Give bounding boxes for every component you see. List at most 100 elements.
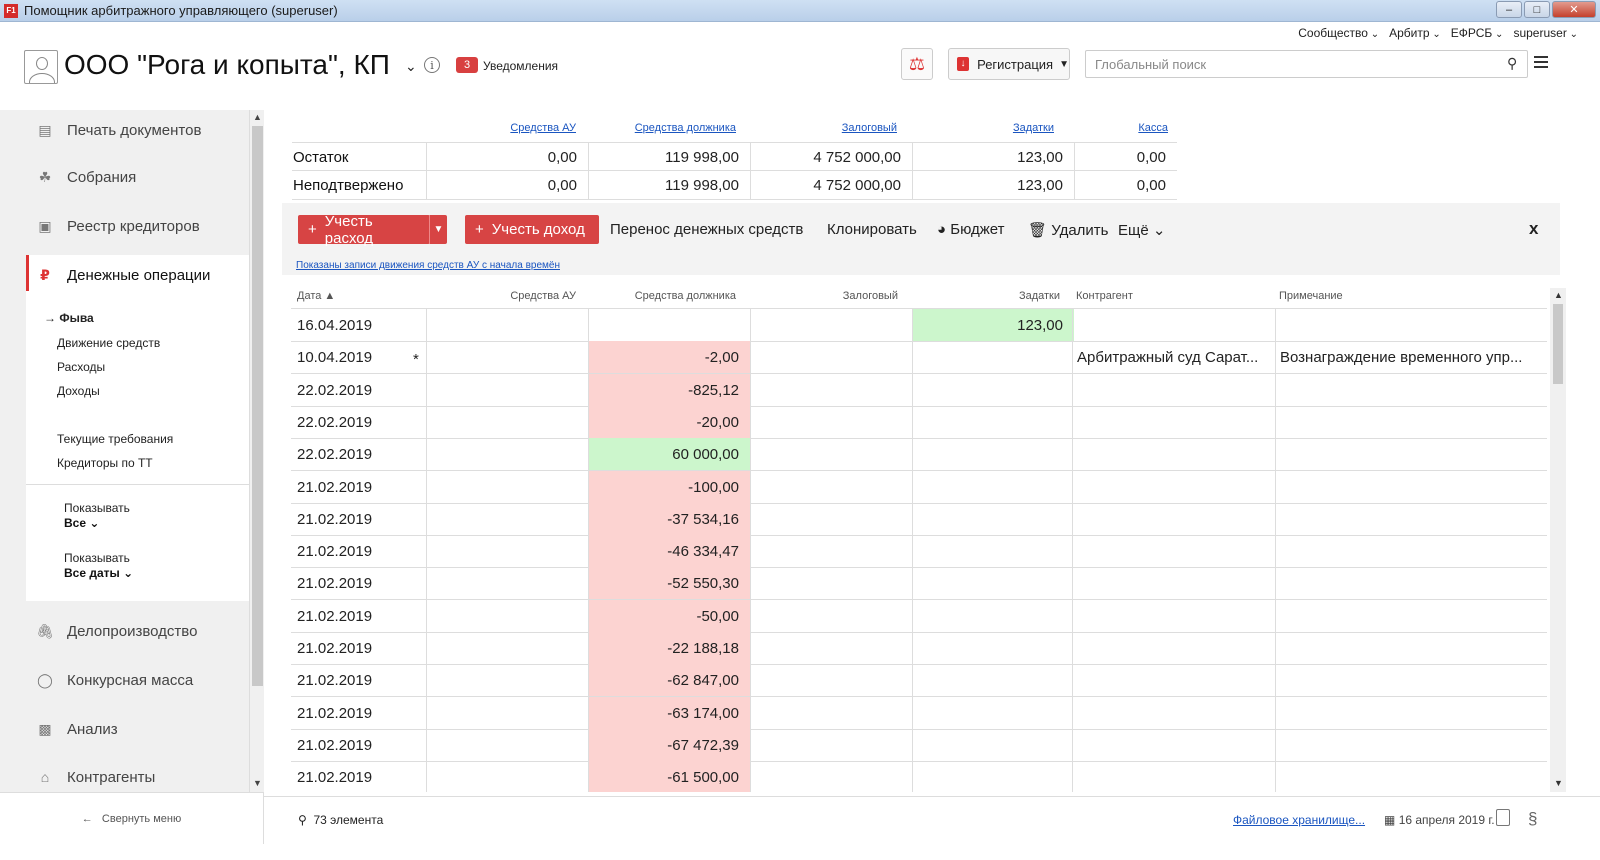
sidebar-item-money-operations[interactable]: ₽ Денежные операции	[26, 255, 249, 295]
search-icon[interactable]: ⚲	[298, 813, 307, 827]
collapse-menu-button[interactable]: ← Свернуть меню	[0, 792, 264, 844]
sidebar-item-print-documents[interactable]: ▤ Печать документов	[26, 110, 249, 150]
cell-au-funds	[426, 470, 588, 503]
summary-header-pledge[interactable]: Залоговый	[841, 122, 897, 134]
col-counterparty[interactable]: Контрагент	[1076, 290, 1133, 302]
scroll-down-icon[interactable]: ▼	[253, 778, 262, 788]
table-row[interactable]: 22.02.2019 60 000,00	[291, 438, 1547, 472]
table-scrollbar[interactable]: ▲ ▼	[1550, 288, 1566, 792]
info-icon[interactable]: i	[424, 57, 440, 73]
table-row[interactable]: 21.02.2019 -100,00	[291, 470, 1547, 504]
col-pledge[interactable]: Залоговый	[842, 290, 898, 302]
sidebar-item-bankruptcy-estate[interactable]: ◯ Конкурсная масса	[26, 660, 249, 700]
sub-item-income[interactable]: Доходы	[57, 384, 100, 398]
hamburger-menu-icon[interactable]	[1534, 56, 1548, 68]
section-sign-icon[interactable]: §	[1528, 809, 1538, 828]
cell-debtor-funds: -61 500,00	[588, 761, 750, 792]
date-filter-dropdown[interactable]: Все даты ⌄	[64, 566, 134, 580]
sidebar-item-counterparties[interactable]: ⌂ Контрагенты	[26, 757, 249, 797]
sidebar-item-analysis[interactable]: ▩ Анализ	[26, 709, 249, 749]
close-window-button[interactable]: ✕	[1552, 1, 1596, 18]
records-scope-link[interactable]: Показаны записи движения средств АУ с на…	[296, 260, 560, 271]
summary-header-debtor[interactable]: Средства должника	[634, 122, 736, 134]
bank-icon: ⌂	[40, 769, 50, 785]
clone-button[interactable]: Клонировать	[827, 221, 917, 238]
table-row[interactable]: 21.02.2019 -61 500,00	[291, 761, 1547, 792]
summary-header-au[interactable]: Средства АУ	[510, 122, 576, 134]
date-filter-label: Показывать	[64, 551, 130, 565]
notifications-badge[interactable]: 3	[456, 57, 478, 73]
search-icon[interactable]: ⚲	[1507, 55, 1518, 71]
sidebar-item-creditors-registry[interactable]: ▣ Реестр кредиторов	[26, 206, 249, 246]
budget-button[interactable]: ◕ Бюджет	[937, 221, 1005, 238]
table-row[interactable]: 22.02.2019 -825,12	[291, 373, 1547, 407]
sub-item-fyva[interactable]: → Фыва	[44, 311, 94, 325]
summary-header-deposits[interactable]: Задатки	[1012, 122, 1054, 134]
table-row[interactable]: 21.02.2019 -63 174,00	[291, 696, 1547, 730]
community-link[interactable]: Сообщество	[1298, 26, 1379, 40]
avatar[interactable]	[24, 50, 58, 84]
table-row[interactable]: 21.02.2019 -67 472,39	[291, 728, 1547, 762]
col-deposits[interactable]: Задатки	[1018, 290, 1060, 302]
col-date[interactable]: Дата ▲	[297, 290, 336, 302]
close-toolbar-icon[interactable]: x	[1529, 219, 1539, 238]
cell-counterparty	[1072, 696, 1275, 729]
sidebar-item-meetings[interactable]: ☘ Собрания	[26, 157, 249, 197]
table-row[interactable]: 21.02.2019 -62 847,00	[291, 664, 1547, 698]
sub-item-funds-movement[interactable]: Движение средств	[57, 336, 161, 350]
registration-button[interactable]: ↓ Регистрация ▼	[948, 48, 1070, 80]
current-date[interactable]: ▦ 16 апреля 2019 г.	[1384, 813, 1495, 827]
delete-button[interactable]: 🗑 Удалить	[1028, 222, 1109, 239]
window-title: Помощник арбитражного управляющего (supe…	[24, 3, 338, 18]
transfer-funds-button[interactable]: Перенос денежных средств	[610, 221, 804, 238]
table-row[interactable]: 22.02.2019 -20,00	[291, 405, 1547, 439]
add-income-button[interactable]: + Учесть доход	[465, 215, 599, 244]
col-note[interactable]: Примечание	[1279, 290, 1343, 302]
cell-date: 21.02.2019	[297, 510, 373, 528]
more-dropdown[interactable]: Ещё ⌄	[1118, 222, 1166, 239]
sidebar-scrollbar[interactable]: ▲ ▼	[249, 110, 264, 792]
summary-header-cash[interactable]: Касса	[1138, 122, 1168, 134]
add-expense-button[interactable]: + Учесть расход	[298, 213, 430, 247]
scales-icon-button[interactable]: ⚖	[901, 48, 933, 80]
sidebar-item-records[interactable]: 🖇 Делопроизводство	[26, 611, 249, 651]
sub-item-current-claims[interactable]: Текущие требования	[57, 432, 174, 446]
cell-debtor-funds: -62 847,00	[588, 664, 750, 697]
row-label: Остаток	[293, 149, 349, 166]
cell-pledge	[750, 470, 912, 503]
col-au-funds[interactable]: Средства АУ	[510, 290, 576, 302]
efrsb-link[interactable]: ЕФРСБ	[1451, 26, 1504, 40]
minimize-button[interactable]: –	[1496, 1, 1522, 18]
table-row[interactable]: 21.02.2019 -50,00	[291, 599, 1547, 633]
table-row[interactable]: 21.02.2019 -37 534,16	[291, 502, 1547, 536]
expense-dropdown-button[interactable]: ▼	[429, 215, 447, 244]
summary-cell: 123,00	[912, 143, 1074, 172]
table-row[interactable]: 21.02.2019 -52 550,30	[291, 567, 1547, 601]
table-row[interactable]: 21.02.2019 -46 334,47	[291, 535, 1547, 569]
calculator-icon[interactable]	[1496, 809, 1510, 826]
maximize-button[interactable]: □	[1524, 1, 1550, 18]
user-menu[interactable]: superuser	[1513, 26, 1578, 40]
scroll-up-icon[interactable]: ▲	[253, 112, 262, 122]
notifications-link[interactable]: Уведомления	[483, 59, 559, 73]
scrollbar-thumb[interactable]	[1553, 304, 1563, 384]
company-title[interactable]: ООО "Рога и копыта", КП	[64, 49, 390, 80]
chevron-down-icon[interactable]: ⌄	[405, 58, 417, 74]
sub-item-tt-creditors[interactable]: Кредиторы по ТТ	[57, 456, 153, 470]
col-debtor-funds[interactable]: Средства должника	[634, 290, 736, 302]
global-search-input[interactable]	[1085, 50, 1528, 78]
download-icon: ↓	[957, 57, 970, 71]
file-storage-link[interactable]: Файловое хранилище...	[1233, 813, 1366, 827]
paperclip-icon: 🖇	[36, 623, 54, 639]
scrollbar-thumb[interactable]	[252, 126, 263, 686]
cell-debtor-funds: -825,12	[588, 373, 750, 406]
show-filter-dropdown[interactable]: Все ⌄	[64, 516, 100, 530]
sub-item-expenses[interactable]: Расходы	[57, 360, 106, 374]
scroll-up-icon[interactable]: ▲	[1554, 290, 1563, 300]
table-row[interactable]: 16.04.2019 123,00	[291, 309, 1547, 342]
arbitr-link[interactable]: Арбитр	[1389, 26, 1441, 40]
scroll-down-icon[interactable]: ▼	[1554, 778, 1563, 788]
table-row[interactable]: 21.02.2019 -22 188,18	[291, 632, 1547, 665]
table-row[interactable]: 10.04.2019 * -2,00 Арбитражный суд Сарат...…	[291, 341, 1547, 375]
handshake-icon: ☘	[38, 169, 52, 185]
